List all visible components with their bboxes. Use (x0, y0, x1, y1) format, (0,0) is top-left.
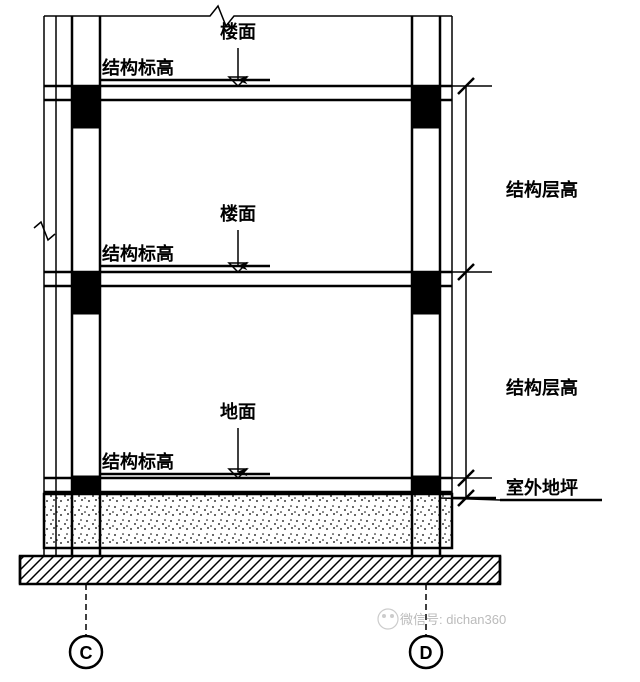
watermark: 微信号: dichan360 (400, 612, 506, 627)
label-ground: 地面 (220, 401, 256, 422)
label-outdoor-ground: 室外地坪 (506, 477, 578, 498)
label-struct-elev-2: 结构标高 (102, 243, 174, 264)
label-struct-elev-1: 结构标高 (102, 57, 174, 78)
label-struct-height-upper: 结构层高 (506, 179, 578, 200)
label-floor-2: 楼面 (220, 203, 256, 224)
section-drawing: CD楼面结构标高楼面结构标高地面结构标高结构层高结构层高室外地坪微信号: dic… (0, 0, 640, 682)
label-struct-height-lower: 结构层高 (506, 377, 578, 398)
label-struct-elev-3: 结构标高 (102, 451, 174, 472)
axis-c-label: C (80, 643, 93, 663)
axis-d-label: D (420, 643, 433, 663)
label-floor-1: 楼面 (220, 21, 256, 42)
